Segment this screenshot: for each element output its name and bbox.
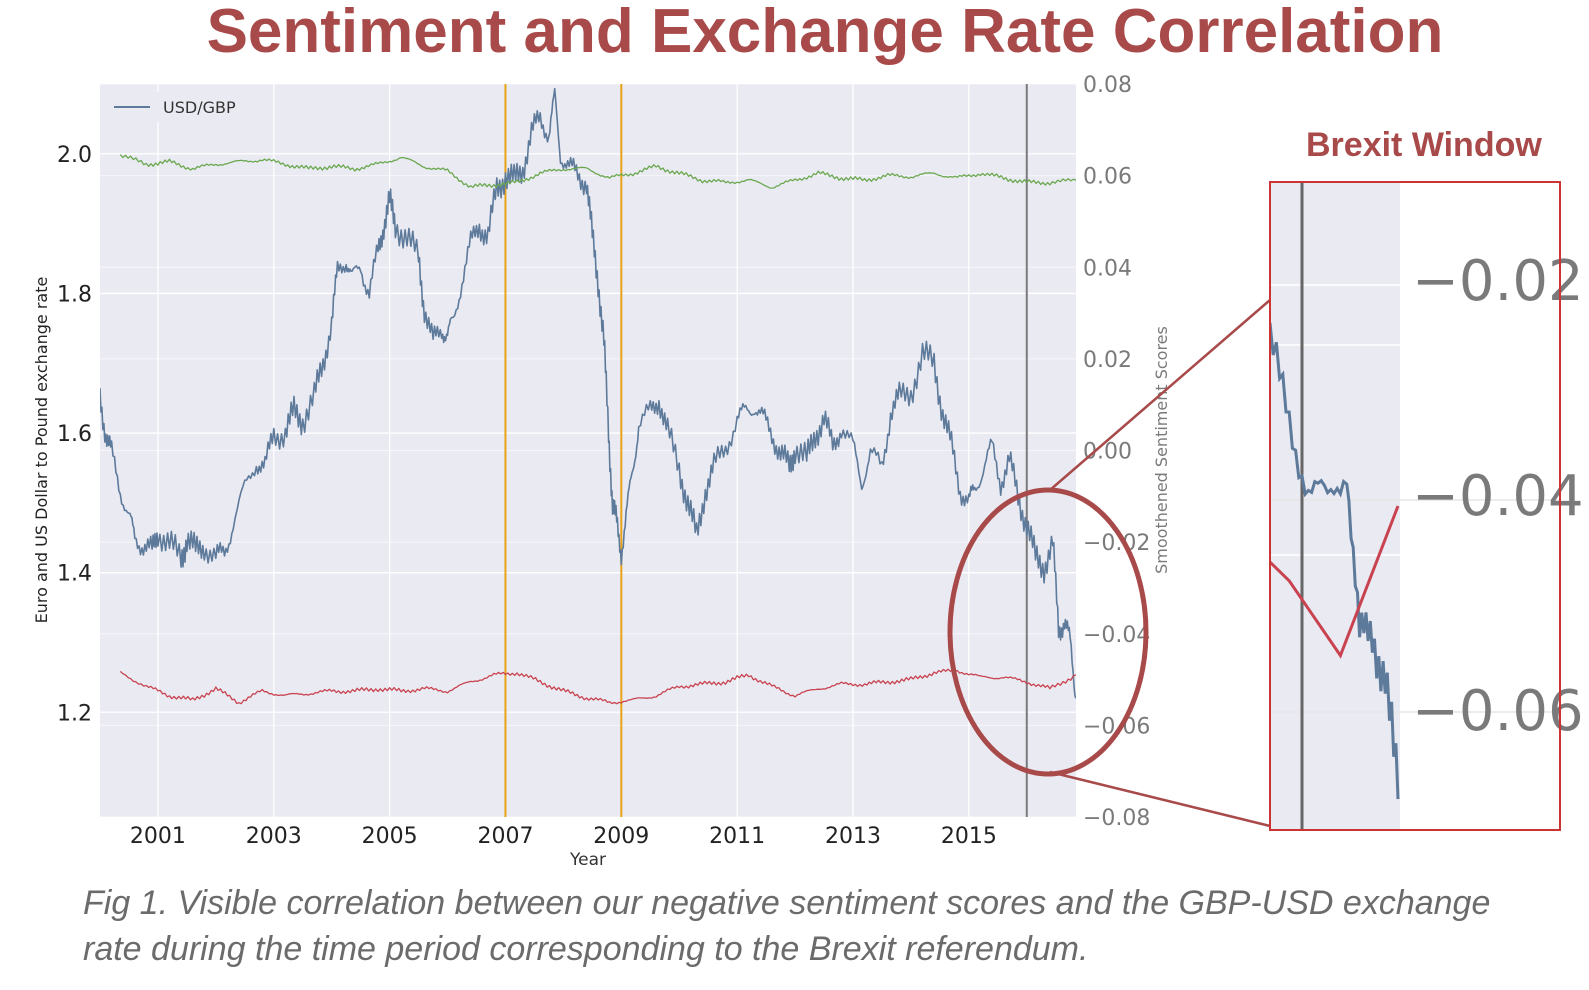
legend: USD/GBP	[106, 92, 252, 122]
y2-tick-label: 0.06	[1083, 165, 1132, 190]
y2-tick-label: −0.08	[1083, 806, 1150, 831]
y2-tick-label: −0.04	[1083, 623, 1150, 648]
inset-grid	[1270, 284, 1560, 713]
vertical-markers	[504, 84, 1028, 817]
callout-line-top	[1049, 299, 1271, 491]
inset-tick-label: −0.04	[1412, 464, 1584, 529]
brexit-window-label: Brexit Window	[1306, 126, 1542, 164]
y2-tick-label: 0.02	[1083, 348, 1132, 373]
y2-tick-label: 0.00	[1083, 440, 1132, 465]
y-tick-label: 1.8	[57, 282, 92, 307]
legend-label: USD/GBP	[163, 98, 236, 117]
sentiment-red-line	[119, 668, 1076, 705]
x-tick-label: 2009	[593, 824, 649, 849]
figure-caption: Fig 1. Visible correlation between our n…	[83, 884, 1491, 968]
x-tick-labels: 2001 2003 2005 2007 2009 2011 2013 2015	[130, 824, 997, 849]
slide-title: Sentiment and Exchange Rate Correlation	[206, 0, 1444, 66]
y-tick-label: 1.2	[57, 701, 92, 726]
y-tick-label: 1.6	[57, 422, 92, 447]
x-tick-label: 2001	[130, 824, 186, 849]
x-tick-label: 2013	[825, 824, 881, 849]
inset-tick-label: −0.06	[1412, 679, 1584, 744]
y-tick-label: 2.0	[57, 143, 92, 168]
y2-tick-label: −0.02	[1083, 531, 1150, 556]
inset-plot-area	[1270, 182, 1400, 830]
y-tick-labels: 1.2 1.4 1.6 1.8 2.0	[57, 143, 92, 726]
x-tick-label: 2005	[362, 824, 418, 849]
y2-axis-label: Smoothened Sentiment Scores	[1152, 326, 1171, 574]
y2-tick-label: 0.04	[1083, 256, 1132, 281]
y-axis-label: Euro and US Dollar to Pound exchange rat…	[32, 277, 51, 624]
series-lines	[100, 87, 1076, 705]
brexit-highlight-ellipse	[947, 487, 1149, 777]
usd-gbp-line	[100, 87, 1076, 699]
x-tick-label: 2003	[246, 824, 302, 849]
x-tick-label: 2007	[477, 824, 533, 849]
inset-tick-label: −0.02	[1412, 249, 1584, 314]
x-axis-label: Year	[569, 850, 606, 870]
inset-sentiment-red-line	[1270, 505, 1400, 659]
y-tick-label: 1.4	[57, 562, 92, 587]
y2-tick-label: 0.08	[1083, 73, 1132, 98]
sentiment-green-line	[119, 154, 1076, 189]
inset-usd-gbp-line	[1270, 322, 1400, 800]
inset-series	[1270, 322, 1400, 800]
inset-border	[1269, 181, 1561, 831]
callout-line-bottom	[1049, 770, 1271, 828]
x-tick-label: 2011	[709, 824, 765, 849]
x-tick-label: 2015	[941, 824, 997, 849]
chart: 2001 2003 2005 2007 2009 2011 2013 2015 1.21.41…	[32, 73, 1584, 870]
y2-tick-labels: −0.08−0.06−0.04−0.020.000.020.040.060.08	[1083, 73, 1150, 831]
brexit-zoom-inset: −0.02 −0.04 −0.06	[1269, 181, 1584, 831]
